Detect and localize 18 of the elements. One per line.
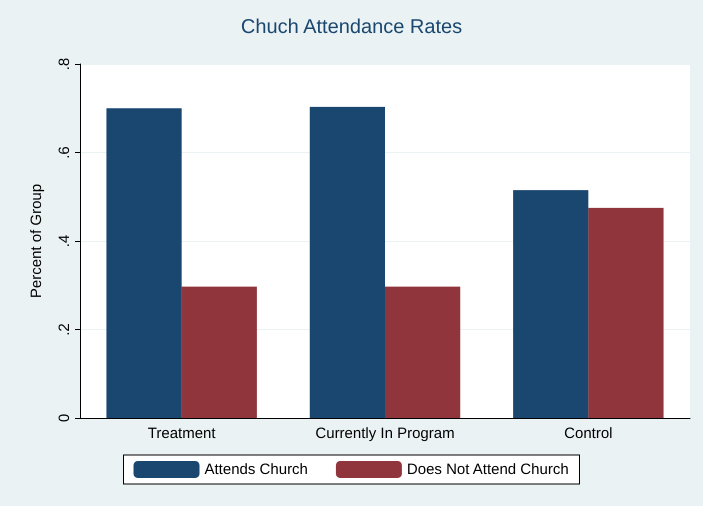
x-tick-label: Currently In Program: [315, 425, 455, 442]
bar: [182, 286, 257, 418]
bar: [588, 208, 664, 418]
y-tick-label: 0: [56, 414, 73, 422]
bar: [513, 190, 588, 418]
bar: [385, 286, 460, 418]
bar: [106, 108, 182, 418]
y-axis-title: Percent of Group: [28, 184, 45, 298]
y-tick-label: .6: [56, 146, 73, 159]
y-tick-label: .2: [56, 323, 73, 336]
bar: [310, 106, 385, 418]
x-tick-label: Control: [564, 425, 613, 442]
legend-label: Does Not Attend Church: [406, 461, 569, 478]
legend-label: Attends Church: [204, 461, 308, 478]
y-tick-label: .8: [56, 58, 73, 70]
y-tick-label: .4: [56, 234, 73, 248]
chart-title: Chuch Attendance Rates: [240, 16, 462, 38]
x-tick-label: Treatment: [148, 425, 216, 442]
